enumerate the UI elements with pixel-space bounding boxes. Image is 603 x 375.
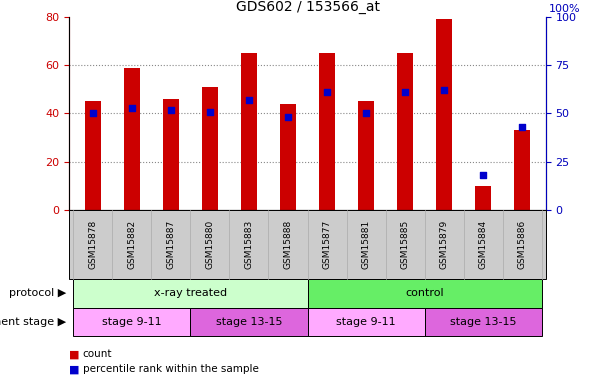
Point	[400, 89, 410, 95]
Text: GSM15882: GSM15882	[127, 220, 136, 269]
Text: percentile rank within the sample: percentile rank within the sample	[83, 364, 259, 374]
Text: ■: ■	[69, 350, 80, 359]
Text: GSM15880: GSM15880	[206, 220, 215, 269]
Point	[166, 106, 175, 112]
Bar	[280, 104, 296, 210]
Text: stage 13-15: stage 13-15	[450, 316, 517, 327]
Point	[244, 97, 254, 103]
Bar	[397, 53, 413, 210]
Bar	[85, 101, 101, 210]
Point	[88, 110, 98, 116]
Text: stage 13-15: stage 13-15	[216, 316, 282, 327]
Text: GSM15883: GSM15883	[244, 220, 253, 269]
Bar	[437, 19, 452, 210]
Text: ■: ■	[69, 364, 80, 374]
Text: development stage ▶: development stage ▶	[0, 316, 66, 327]
Bar	[241, 53, 257, 210]
Point	[440, 87, 449, 93]
Bar	[163, 99, 178, 210]
Text: GSM15878: GSM15878	[88, 220, 97, 269]
Point	[205, 108, 215, 114]
Text: stage 9-11: stage 9-11	[336, 316, 396, 327]
Bar	[358, 101, 374, 210]
Text: control: control	[405, 288, 444, 298]
Text: GSM15884: GSM15884	[479, 220, 488, 269]
Point	[127, 105, 137, 111]
Title: GDS602 / 153566_at: GDS602 / 153566_at	[236, 0, 379, 15]
Text: protocol ▶: protocol ▶	[9, 288, 66, 298]
Text: stage 9-11: stage 9-11	[102, 316, 162, 327]
Text: GSM15879: GSM15879	[440, 220, 449, 269]
Point	[322, 89, 332, 95]
Text: x-ray treated: x-ray treated	[154, 288, 227, 298]
Bar	[514, 130, 530, 210]
Bar	[124, 68, 140, 210]
Bar	[475, 186, 491, 210]
Text: GSM15877: GSM15877	[323, 220, 332, 269]
Text: count: count	[83, 350, 112, 359]
Text: GSM15886: GSM15886	[518, 220, 527, 269]
Text: GSM15887: GSM15887	[166, 220, 175, 269]
Point	[478, 172, 488, 178]
Text: GSM15881: GSM15881	[362, 220, 371, 269]
Text: 100%: 100%	[549, 4, 580, 14]
Text: GSM15885: GSM15885	[400, 220, 409, 269]
Text: GSM15888: GSM15888	[283, 220, 292, 269]
Point	[517, 124, 527, 130]
Bar	[202, 87, 218, 210]
Point	[283, 114, 293, 120]
Bar	[319, 53, 335, 210]
Point	[361, 110, 371, 116]
